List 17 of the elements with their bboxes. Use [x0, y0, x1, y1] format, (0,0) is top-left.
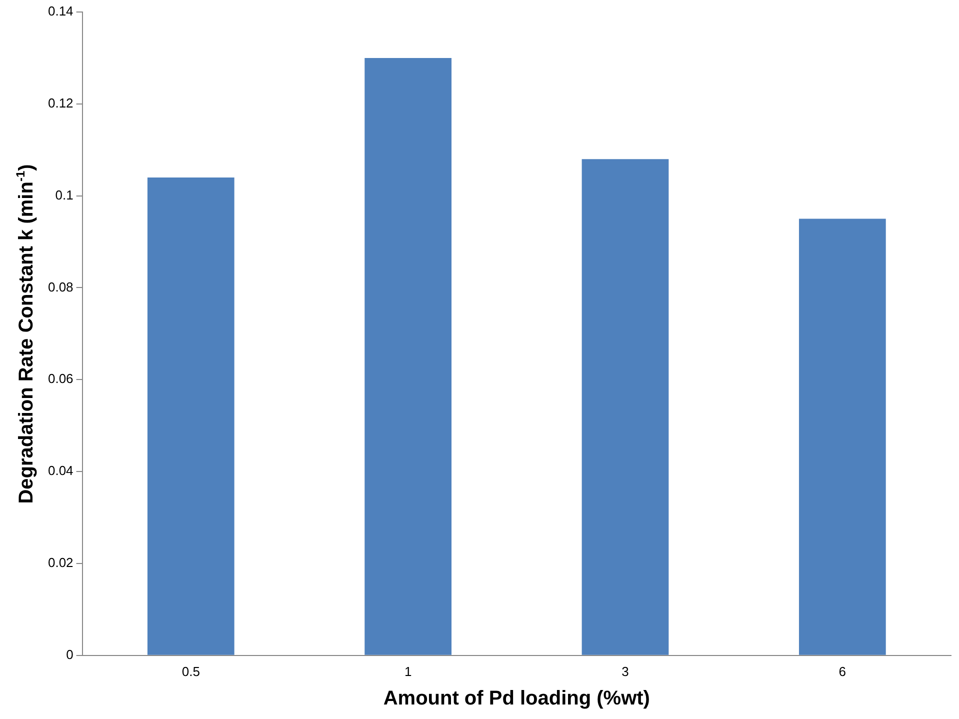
- x-axis-title: Amount of Pd loading (%wt): [383, 688, 650, 710]
- bar: [798, 218, 886, 655]
- x-tick-label: 1: [404, 664, 412, 679]
- y-tick-label: 0.12: [48, 95, 74, 110]
- bar: [364, 58, 452, 655]
- x-tick-label: 3: [622, 664, 629, 679]
- y-tick-label: 0.06: [48, 371, 74, 386]
- y-tick-label: 0: [66, 646, 74, 662]
- x-tick-label: 0.5: [182, 664, 200, 679]
- y-tick-label: 0.14: [48, 4, 74, 19]
- y-tick-label: 0.04: [48, 463, 74, 478]
- bar: [147, 177, 234, 655]
- x-tick-label: 6: [838, 664, 846, 679]
- y-tick-label: 0.02: [48, 555, 74, 570]
- y-tick-label: 0.1: [55, 187, 74, 202]
- y-tick-label: 0.08: [48, 279, 74, 294]
- bar: [582, 159, 669, 655]
